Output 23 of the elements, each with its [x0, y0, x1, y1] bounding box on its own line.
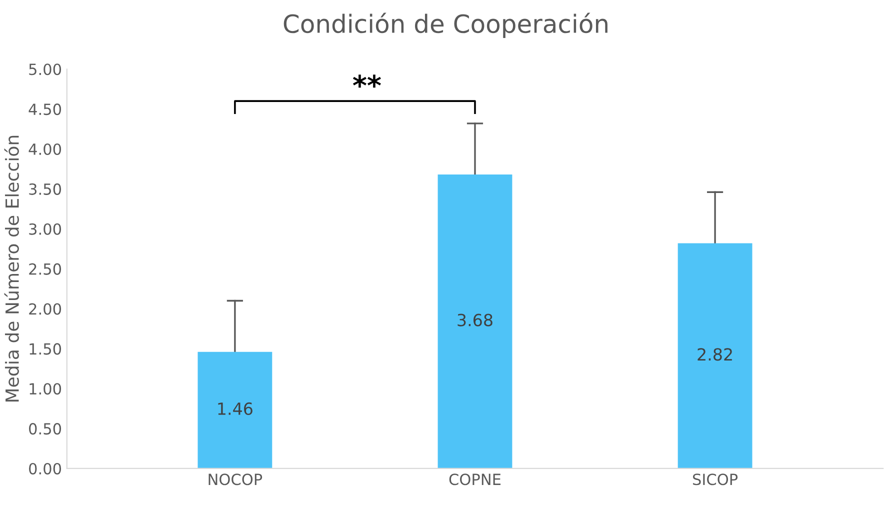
- y-tick-label: 2.00: [29, 303, 62, 315]
- y-tick-label: 1.50: [30, 343, 62, 355]
- bar: [438, 174, 512, 468]
- y-tick-label: 0.00: [29, 462, 62, 474]
- y-tick-label: 0.50: [29, 423, 62, 435]
- bar: [678, 243, 752, 468]
- y-tick-label: 4.00: [28, 143, 62, 156]
- x-tick-label: COPNE: [449, 474, 501, 486]
- y-axis-title: Media de Número de Elección: [4, 136, 19, 402]
- data-label: 3.68: [458, 314, 492, 326]
- x-tick-label: NOCOP: [208, 474, 262, 486]
- y-tick-label: 3.00: [29, 223, 62, 235]
- y-tick-label: 4.50: [28, 104, 62, 116]
- y-tick-label: 3.50: [29, 183, 62, 195]
- data-label: 1.46: [218, 402, 252, 416]
- y-tick-label: 5.00: [29, 64, 62, 76]
- chart-title: Condición de Cooperación: [284, 12, 608, 38]
- y-tick-label: 2.50: [29, 263, 62, 275]
- annotation: **: [352, 74, 381, 88]
- x-tick-label: SICOP: [692, 474, 738, 486]
- y-tick-label: 1.00: [30, 383, 62, 395]
- bar: [198, 352, 272, 468]
- data-label: 2.82: [698, 348, 732, 361]
